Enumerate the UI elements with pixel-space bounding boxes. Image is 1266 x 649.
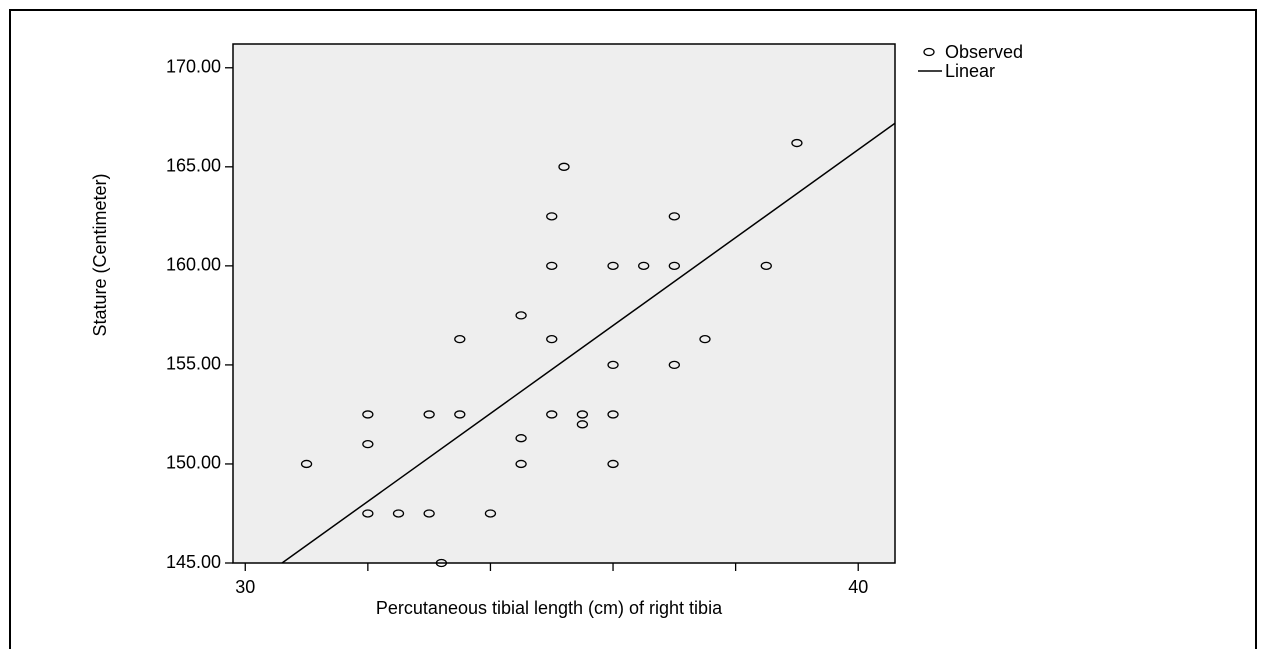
data-point	[546, 212, 558, 221]
legend-observed-marker	[923, 47, 935, 57]
points-group	[300, 138, 803, 568]
y-axis: 145.00 150.00 155.00 160.00 165.00 170.00	[166, 57, 233, 572]
data-point	[362, 509, 374, 518]
data-point	[607, 360, 619, 370]
data-point	[484, 509, 497, 518]
fit-line-group	[281, 122, 896, 564]
fit-line	[281, 122, 896, 564]
data-point	[638, 261, 650, 271]
scatter-chart: 145.00 150.00 155.00 160.00 165.00 170.00 30 4…	[90, 42, 1023, 618]
data-point	[423, 509, 435, 518]
data-point	[576, 410, 589, 419]
data-point	[607, 459, 619, 469]
data-point	[576, 420, 589, 429]
data-point	[362, 439, 374, 449]
data-point	[760, 261, 772, 271]
plot-area	[232, 43, 896, 564]
x-axis: 30 40	[235, 563, 868, 597]
data-point	[435, 558, 448, 568]
legend-linear-label: Linear	[945, 61, 995, 81]
y-axis-label: Stature (Centimeter)	[90, 173, 110, 336]
y-tick-label: 165.00	[166, 156, 221, 176]
data-point	[546, 261, 558, 271]
data-point	[392, 509, 405, 518]
legend: Observed Linear	[918, 42, 1023, 81]
data-point	[546, 335, 558, 344]
data-point	[699, 335, 711, 344]
data-point	[423, 410, 435, 419]
data-point	[300, 459, 313, 469]
y-tick-label: 155.00	[166, 354, 221, 374]
x-tick-label: 40	[848, 577, 868, 597]
y-tick-label: 160.00	[166, 255, 221, 275]
data-point	[515, 459, 527, 469]
x-axis-label: Percutaneous tibial length (cm) of right…	[376, 598, 723, 618]
data-point	[668, 360, 680, 370]
data-point	[546, 410, 558, 419]
data-point	[515, 311, 527, 320]
legend-observed-label: Observed	[945, 42, 1023, 62]
data-point	[607, 410, 619, 419]
figure-frame	[9, 9, 1257, 649]
y-tick-label: 145.00	[166, 552, 221, 572]
data-point	[454, 410, 466, 419]
data-point	[558, 162, 570, 171]
data-point	[791, 138, 803, 148]
x-tick-label: 30	[235, 577, 255, 597]
data-point	[668, 212, 680, 221]
y-tick-label: 170.00	[166, 57, 221, 77]
data-point	[454, 335, 466, 344]
data-point	[515, 434, 527, 443]
data-point	[668, 261, 680, 271]
data-point	[362, 410, 374, 419]
data-point	[607, 261, 619, 271]
y-tick-label: 150.00	[166, 453, 221, 473]
